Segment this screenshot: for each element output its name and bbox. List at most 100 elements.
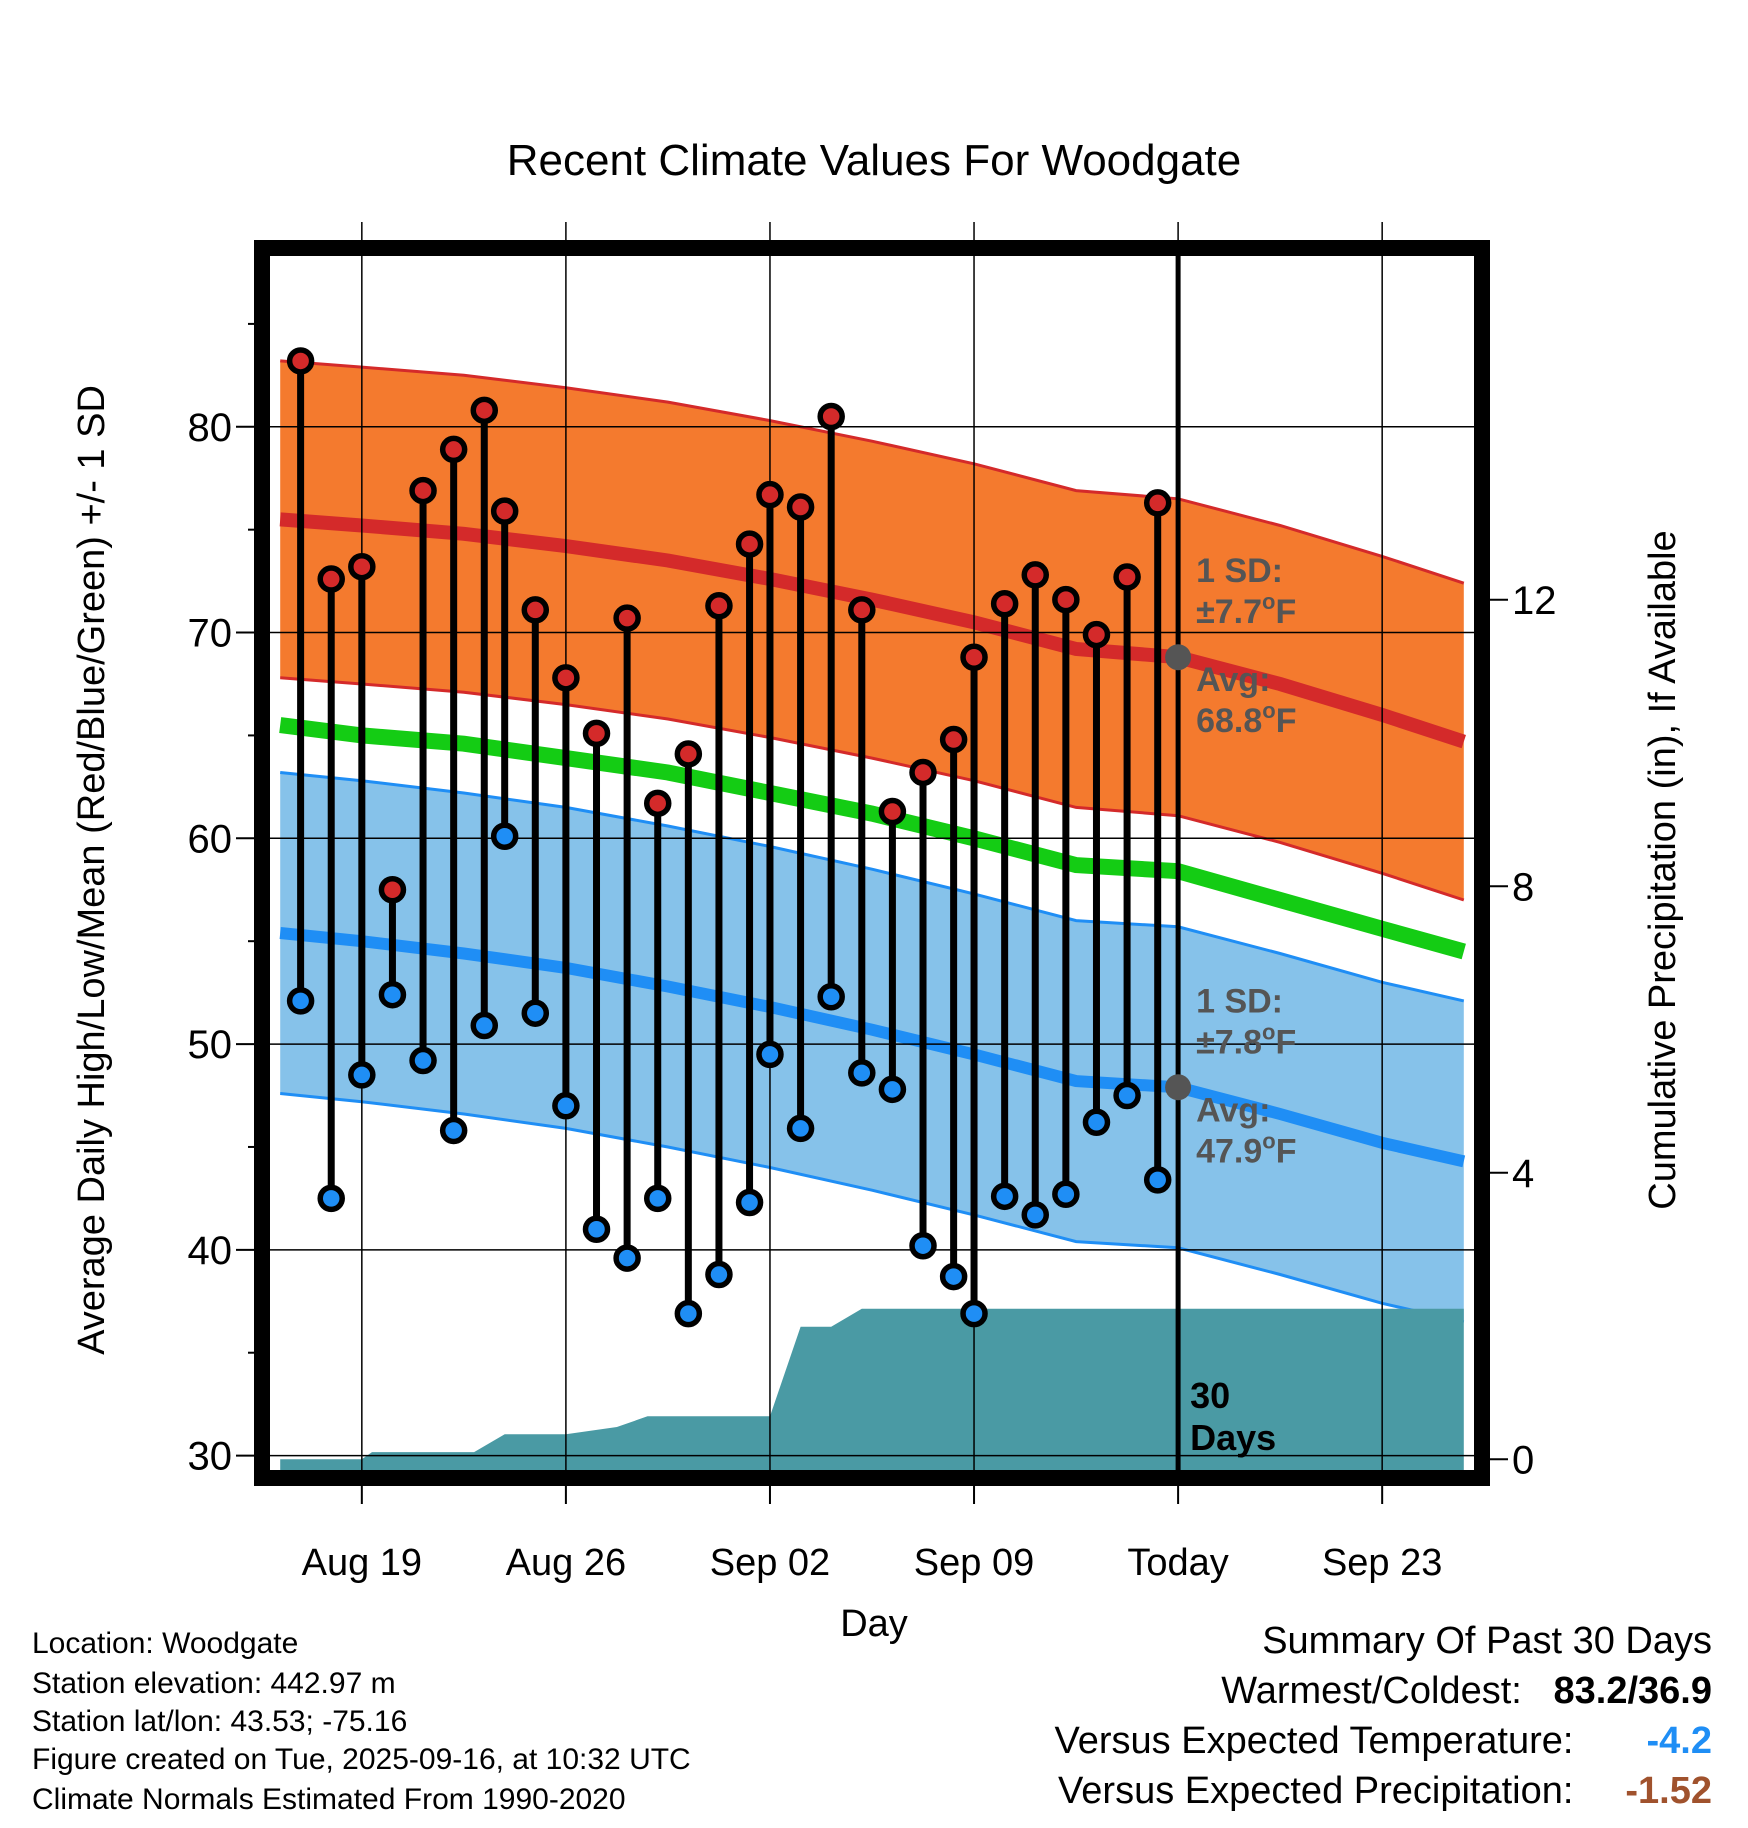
low-sd-annotation-label: 1 SD: [1196,982,1283,1020]
daily-low-point [1143,1166,1172,1194]
daily-low-point [909,1231,937,1260]
y-tick-label: 50 [188,1023,233,1067]
daily-high-point [1113,563,1141,591]
daily-low-point [705,1260,733,1289]
daily-high-point [817,402,845,431]
y-tick-label: 80 [188,406,233,450]
warm-cold-label: Warmest/Coldest: [1221,1670,1522,1712]
x-tick-label: Sep 09 [914,1542,1034,1584]
daily-high-point [409,476,437,505]
daily-low-point [552,1092,580,1120]
days-annotation-line1: 30 [1190,1375,1230,1416]
daily-high-point [990,589,1019,618]
daily-high-point [909,758,937,787]
x-axis-label: Day [840,1603,908,1645]
chart-title: Recent Climate Values For Woodgate [507,136,1242,185]
high-sd-band [280,360,1464,900]
y-tick-label: 60 [188,817,233,861]
warm-cold-value: 83.2/36.9 [1553,1670,1712,1712]
high-sd-band-upper-edge [280,359,1465,585]
daily-low-point [439,1116,468,1145]
daily-low-point [939,1262,968,1291]
daily-low-point [786,1114,815,1143]
daily-low-point [613,1244,641,1272]
daily-high-point [490,497,519,525]
daily-low-point [1052,1180,1080,1209]
precip-deviation-label: Versus Expected Precipitation: [1058,1770,1574,1812]
x-tick-label: Aug 19 [302,1542,422,1584]
low-avg-annotation-value: 47.9oF [1196,1128,1296,1170]
precip-deviation-value: -1.52 [1625,1770,1712,1812]
summary-title: Summary Of Past 30 Days [1262,1620,1712,1662]
daily-low-point [286,987,315,1015]
normal-mean-line [279,717,1466,960]
y-tick-label: 70 [188,612,233,656]
daily-low-point [756,1040,784,1069]
daily-low-point [735,1188,764,1217]
daily-low-point [490,822,519,851]
x-tick-label: Sep 02 [710,1542,830,1584]
daily-high-point [960,643,988,671]
daily-high-point [1021,561,1050,589]
high-avg-annotation-label: Avg: [1196,661,1270,699]
normal-low-line [279,927,1466,1168]
daily-low-point [960,1299,988,1328]
low-avg-annotation-label: Avg: [1196,1091,1270,1129]
daily-low-point [643,1184,672,1213]
temp-deviation-label: Versus Expected Temperature: [1054,1720,1574,1762]
daily-high-point [1082,620,1111,649]
daily-low-point [582,1215,611,1244]
daily-high-point [286,347,315,375]
daily-high-point [643,789,672,818]
daily-low-point [674,1299,703,1328]
daily-high-point [705,592,733,620]
low-sd-band-lower-edge [280,1092,1465,1324]
y-tick-label: 30 [188,1435,233,1479]
daily-high-point [378,875,407,904]
normal-high-line [279,512,1466,749]
daily-low-point [817,982,845,1011]
y-axis-right-label: Cumulative Precipitation (in), If Availa… [1642,530,1684,1209]
daily-high-point [1143,489,1172,517]
x-tick-label: Aug 26 [506,1542,626,1584]
daily-high-point [756,480,784,509]
daily-high-point [470,396,499,425]
summary-precip-row: Versus Expected Precipitation: -1.52 [1058,1770,1712,1813]
daily-high-point [939,725,968,754]
daily-low-point [348,1061,376,1089]
x-tick-label: Today [1127,1542,1228,1584]
daily-low-point [878,1075,907,1104]
daily-high-point [348,552,376,581]
daily-low-point [1021,1201,1050,1229]
daily-high-point [878,797,907,826]
plot-frame [254,240,1490,1486]
precipitation-area [280,1308,1464,1470]
today-high-avg-marker [1165,644,1192,671]
daily-high-point [552,664,580,692]
daily-low-point [1113,1081,1141,1110]
summary-warm-cold-row: Warmest/Coldest: 83.2/36.9 [1221,1670,1712,1713]
temp-deviation-value: -4.2 [1646,1720,1712,1762]
daily-low-point [990,1182,1019,1211]
daily-high-point [613,604,641,632]
info-elevation: Station elevation: 442.97 m [32,1667,396,1700]
y-axis-label: Average Daily High/Low/Mean (Red/Blue/Gr… [71,385,113,1355]
daily-high-point [735,530,764,558]
y-right-tick-label: 8 [1512,865,1534,909]
daily-high-point [848,596,876,624]
daily-low-point [848,1059,876,1087]
high-sd-band-lower-edge [280,676,1465,902]
daily-low-point [1082,1108,1111,1137]
summary-temp-row: Versus Expected Temperature: -4.2 [1055,1720,1712,1763]
info-normals: Climate Normals Estimated From 1990-2020 [32,1783,626,1816]
plot-clip-group [279,359,1466,1470]
x-tick-label: Sep 23 [1322,1542,1442,1584]
info-location: Location: Woodgate [32,1627,299,1660]
days-annotation-line2: Days [1190,1417,1276,1458]
low-sd-band-upper-edge [280,771,1465,1003]
daily-high-point [786,493,815,521]
daily-high-point [1052,585,1080,614]
high-sd-annotation-label: 1 SD: [1196,552,1283,590]
